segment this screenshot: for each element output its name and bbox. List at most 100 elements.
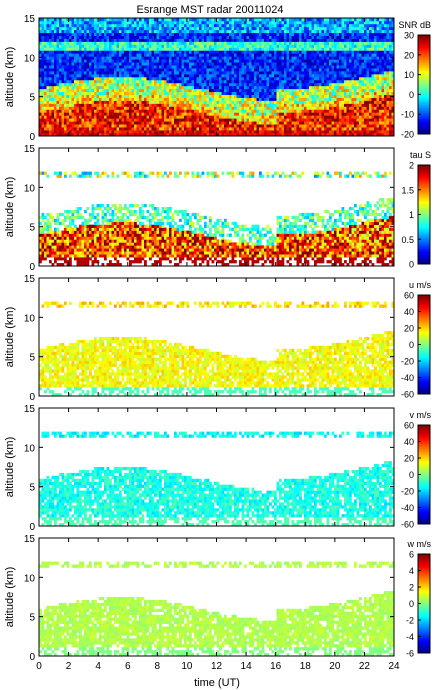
heatmap-cell	[119, 103, 122, 107]
heatmap-cell	[104, 71, 107, 75]
heatmap-cell	[319, 100, 322, 104]
heatmap-cell	[54, 56, 57, 60]
heatmap-cell	[329, 85, 332, 90]
heatmap-cell	[229, 41, 232, 45]
heatmap-cell	[241, 82, 245, 87]
heatmap-cell	[264, 50, 267, 54]
heatmap-cell	[64, 47, 67, 51]
heatmap-cell	[204, 56, 207, 60]
heatmap-cell	[91, 29, 95, 34]
heatmap-cell	[211, 26, 215, 31]
heatmap-cell	[301, 103, 305, 107]
heatmap-cell	[284, 115, 287, 119]
heatmap-cell	[269, 124, 272, 128]
heatmap-cell	[319, 29, 322, 34]
heatmap-cell	[236, 133, 240, 137]
heatmap-cell	[124, 50, 127, 54]
heatmap-cell	[344, 68, 347, 72]
heatmap-cell	[101, 112, 105, 116]
heatmap-cell	[289, 44, 292, 48]
heatmap-cell	[104, 103, 107, 107]
heatmap-cell	[216, 112, 220, 116]
heatmap-cell	[139, 97, 142, 101]
heatmap-cell	[139, 29, 142, 34]
heatmap-cell	[246, 74, 250, 78]
heatmap-cell	[329, 62, 332, 66]
heatmap-cell	[209, 20, 212, 25]
heatmap-cell	[149, 18, 152, 22]
heatmap-cell	[229, 32, 232, 36]
heatmap-cell	[91, 50, 95, 54]
heatmap-cell	[286, 32, 290, 36]
heatmap-cell	[279, 74, 282, 78]
heatmap-cell	[54, 74, 57, 78]
heatmap-cell	[189, 29, 192, 34]
heatmap-cell	[296, 65, 300, 69]
heatmap-cell	[129, 62, 132, 66]
heatmap-cell	[304, 74, 307, 78]
heatmap-cell	[41, 26, 45, 31]
heatmap-cell	[71, 18, 75, 22]
heatmap-cell	[124, 77, 127, 81]
heatmap-cell	[231, 133, 235, 137]
heatmap-cell	[346, 71, 350, 75]
heatmap-cell	[319, 103, 322, 107]
heatmap-cell	[84, 35, 87, 39]
heatmap-cell	[276, 23, 280, 28]
heatmap-cell	[159, 100, 162, 104]
heatmap-cell	[61, 50, 65, 54]
heatmap-cell	[159, 94, 162, 98]
heatmap-cell	[151, 18, 155, 22]
heatmap-cell	[279, 109, 282, 113]
heatmap-cell	[86, 41, 90, 45]
heatmap-cell	[111, 100, 115, 104]
heatmap-cell	[284, 18, 287, 22]
heatmap-cell	[244, 124, 247, 128]
heatmap-cell	[119, 79, 122, 84]
heatmap-cell	[76, 26, 80, 31]
heatmap-cell	[69, 124, 72, 128]
heatmap-cell	[296, 59, 300, 63]
heatmap-cell	[244, 71, 247, 75]
heatmap-cell	[294, 124, 297, 128]
heatmap-cell	[99, 74, 102, 78]
heatmap-cell	[196, 41, 200, 45]
heatmap-cell	[334, 91, 337, 95]
heatmap-cell	[239, 88, 242, 93]
heatmap-cell	[176, 62, 180, 66]
heatmap-cell	[121, 74, 125, 78]
heatmap-cell	[69, 62, 72, 66]
heatmap-cell	[71, 91, 75, 95]
heatmap-cell	[234, 74, 237, 78]
heatmap-cell	[246, 118, 250, 122]
heatmap-cell	[231, 112, 235, 116]
heatmap-cell	[136, 77, 140, 81]
heatmap-cell	[64, 133, 67, 137]
heatmap-cell	[94, 44, 97, 48]
heatmap-cell	[109, 35, 112, 39]
heatmap-cell	[281, 29, 285, 34]
heatmap-cell	[81, 65, 85, 69]
heatmap-cell	[306, 23, 310, 28]
heatmap-cell	[156, 97, 160, 101]
heatmap-cell	[166, 79, 170, 84]
heatmap-cell	[116, 127, 120, 131]
heatmap-cell	[46, 38, 50, 42]
heatmap-cell	[219, 115, 222, 119]
heatmap-cell	[146, 97, 150, 101]
heatmap-cell	[264, 26, 267, 31]
heatmap-cell	[271, 103, 275, 107]
heatmap-cell	[44, 53, 47, 57]
heatmap-cell	[126, 109, 130, 113]
heatmap-cell	[291, 109, 295, 113]
heatmap-cell	[144, 18, 147, 22]
heatmap-cell	[104, 23, 107, 28]
heatmap-cell	[66, 26, 70, 31]
heatmap-cell	[116, 97, 120, 101]
heatmap-cell	[164, 65, 167, 69]
heatmap-cell	[74, 91, 77, 95]
heatmap-cell	[309, 50, 312, 54]
heatmap-cell	[246, 29, 250, 34]
heatmap-cell	[219, 74, 222, 78]
heatmap-cell	[281, 53, 285, 57]
